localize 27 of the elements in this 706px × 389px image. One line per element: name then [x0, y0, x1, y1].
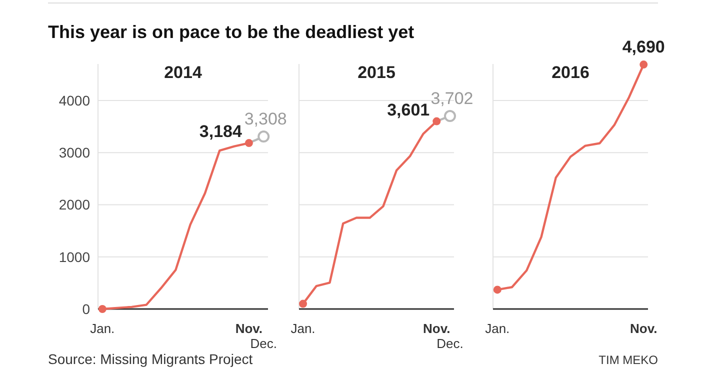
text: TIM MEKO — [598, 353, 658, 367]
data-label: 3,184 — [199, 122, 242, 142]
y-tick-label: 1000 — [58, 248, 90, 265]
data-label: 3,601 — [387, 100, 430, 120]
x-tick-label: Jan. — [90, 321, 115, 336]
y-tick-label: 3000 — [58, 144, 90, 161]
x-tick-label: Nov. — [235, 321, 263, 336]
y-tick-label: 4000 — [58, 92, 90, 108]
x-tick-label: Dec. — [436, 336, 464, 351]
source-note: Source: Missing Migrants Project — [48, 351, 253, 367]
chart-title: 2016 — [552, 63, 590, 82]
data-label: 3,308 — [244, 110, 287, 129]
x-tick-label: Nov. — [423, 321, 450, 336]
x-tick-label: Jan. — [290, 321, 316, 336]
x-tick-label: Dec. — [250, 336, 277, 351]
point — [258, 130, 270, 143]
data-label: 4,690 — [622, 38, 665, 57]
y-tick-label: 2000 — [58, 196, 90, 213]
x-tick-label: Jan. — [485, 321, 510, 336]
x-tick-label: Nov. — [630, 321, 658, 336]
chart-title: 2015 — [358, 63, 396, 82]
text: This year is on pace to be the deadliest yet — [48, 22, 414, 42]
point — [244, 139, 253, 148]
y-tick-label: 0 — [82, 301, 90, 317]
point — [98, 305, 106, 313]
chart-title: 2014 — [164, 63, 202, 82]
data-label: 3,702 — [430, 89, 474, 108]
